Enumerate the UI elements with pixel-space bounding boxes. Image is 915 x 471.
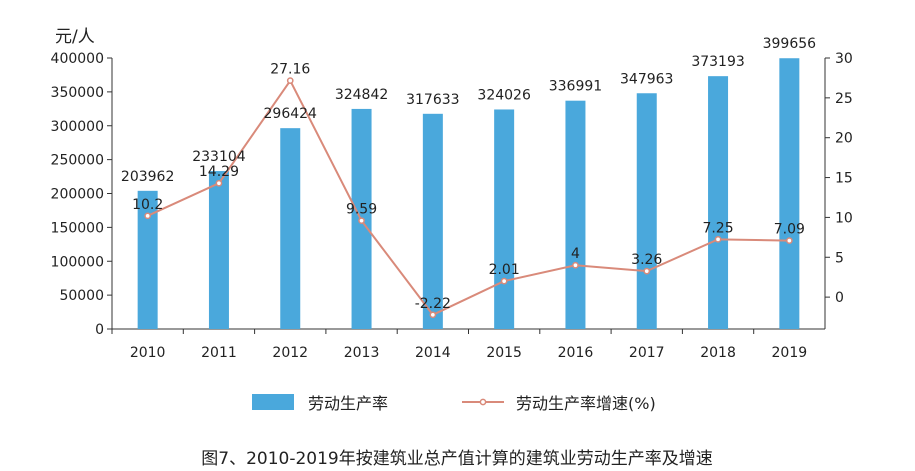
legend: 劳动生产率 劳动生产率增速(%) [252,394,656,413]
x-axis-tick-label: 2014 [415,345,451,361]
line-point [144,212,151,220]
bar-value-label: 317633 [406,92,459,108]
y-axis-right-tick-label: 10 [835,210,853,226]
line-point [786,237,793,244]
x-axis-tick-label: 2013 [344,345,380,361]
y-axis-left-tick-label: 100000 [51,254,104,270]
x-axis-tick-label: 2018 [700,345,736,361]
y-axis-right-tick-label: 5 [835,250,844,266]
line-value-label: 7.09 [774,222,805,238]
y-axis-left-tick-label: 50000 [59,288,104,304]
axes: 0 50000 100000 150000 200000 250000 300000 3500… [51,51,853,361]
bar-value-label: 324842 [335,87,388,103]
line-point [500,277,508,285]
line-value-label: -2.22 [415,296,451,312]
bar-value-label: 296424 [264,106,318,122]
bar-value-label: 233104 [192,149,246,165]
line-value-label: 4 [571,246,580,262]
data-labels: 203962 233104 296424 324842 317633 324026 3369… [121,36,816,312]
y-axis-left-tick-label: 300000 [51,119,104,135]
y-axis-right-tick-label: 30 [835,51,853,67]
x-axis-tick-label: 2011 [201,345,237,361]
bar-series [137,58,800,329]
bar-value-label: 203962 [121,169,174,185]
x-axis-tick-label: 2019 [772,345,808,361]
y-axis-left-tick-label: 250000 [51,153,104,169]
x-axis-tick-label: 2015 [486,345,522,361]
y-axis-right-tick-label: 0 [835,290,844,306]
y-axis-left-tick-label: 150000 [51,220,104,236]
bar-value-label: 373193 [691,54,744,70]
bar-value-label: 399656 [763,36,817,52]
x-axis-tick-label: 2012 [272,345,308,361]
line-point [572,261,579,269]
bar-value-label: 347963 [620,71,673,87]
chart-title: 图7、2010-2019年按建筑业总产值计算的建筑业劳动生产率及增速 [201,449,712,469]
line-value-label: 7.25 [702,220,733,236]
bar [280,128,301,329]
growth-line [147,78,790,317]
line-point [643,267,651,275]
bar [208,171,229,329]
bar [636,93,657,329]
y-axis-right-tick-label: 20 [835,131,853,147]
line-value-label: 27.16 [270,62,310,78]
line-series [144,77,793,319]
line-point [215,179,223,187]
y-axis-left-tick-label: 350000 [51,85,104,101]
x-axis-tick-label: 2017 [629,345,665,361]
line-point [286,77,294,84]
line-value-label: 3.26 [631,252,662,268]
line-value-label: 2.01 [489,262,520,278]
legend-label-line: 劳动生产率增速(%) [516,394,656,413]
bar [779,58,800,329]
line-value-label: 9.59 [346,202,377,218]
bar [565,100,586,329]
line-value-label: 14.29 [199,164,239,180]
y-axis-left-tick-label: 0 [95,322,104,338]
legend-swatch-bar [252,394,294,410]
x-axis-tick-label: 2010 [130,345,166,361]
y-axis-unit-label: 元/人 [55,27,95,47]
bar [494,109,515,329]
line-point [358,217,365,225]
x-axis-tick-label: 2016 [558,345,594,361]
y-axis-right-tick-label: 15 [835,171,853,187]
y-axis-right-tick-label: 25 [835,91,853,107]
bar-value-label: 324026 [477,87,531,103]
bar [422,113,443,329]
bar [708,76,729,329]
line-point [714,235,722,243]
bar-value-label: 336991 [549,79,602,95]
y-axis-left-tick-label: 200000 [51,187,104,203]
bar [137,190,158,329]
line-value-label: 10.2 [132,197,163,213]
line-point [429,311,437,319]
y-axis-left-tick-label: 400000 [51,51,104,67]
legend-label-bar: 劳动生产率 [308,394,388,413]
legend-swatch-marker [479,398,487,406]
